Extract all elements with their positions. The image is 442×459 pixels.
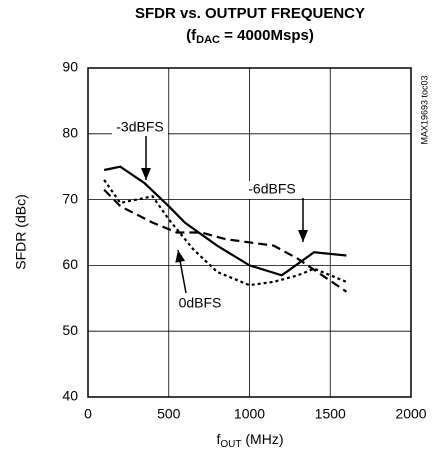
arrow-head (141, 168, 151, 180)
series-line (103, 165, 347, 277)
y-tick-label: 90 (62, 59, 78, 75)
arrow-head (175, 250, 186, 263)
label-mask (112, 119, 168, 137)
x-tick-label: 500 (157, 406, 181, 422)
y-axis-label: SFDR (dBc) (13, 194, 29, 269)
y-tick-label: 80 (62, 125, 78, 141)
x-tick-label: 1000 (234, 406, 265, 422)
subtitle-part: (f (186, 27, 197, 44)
x-tick-label: 0 (84, 406, 92, 422)
chart-subtitle: (fDAC = 4000Msps) (186, 27, 314, 46)
arrow-head (298, 230, 308, 242)
plot-frame (87, 67, 412, 398)
series-label: -3dBFS (116, 119, 163, 135)
series-line (103, 188, 348, 293)
series-label: -6dBFS (248, 181, 295, 197)
y-tick-label: 70 (62, 190, 78, 206)
subtitle-part: = 4000Msps) (220, 27, 314, 44)
subtitle-sub: DAC (196, 34, 220, 46)
x-tick-label: 1500 (315, 406, 346, 422)
y-tick-label: 40 (62, 388, 78, 404)
label-mask (172, 295, 228, 313)
x-tick-label: 2000 (395, 406, 426, 422)
chart-title: SFDR vs. OUTPUT FREQUENCY (135, 5, 365, 22)
x-label-part: (MHz) (242, 431, 284, 447)
y-tick-label: 50 (62, 322, 78, 338)
y-tick-label: 60 (62, 256, 78, 272)
x-label-sub: OUT (220, 439, 241, 450)
annotation: MAX19693 toc03 (419, 75, 429, 144)
series-line (103, 179, 347, 287)
series-label: 0dBFS (179, 295, 222, 311)
label-mask (244, 181, 300, 199)
x-label-part: f (217, 431, 221, 447)
x-axis-label: fOUT (MHz) (217, 431, 284, 450)
